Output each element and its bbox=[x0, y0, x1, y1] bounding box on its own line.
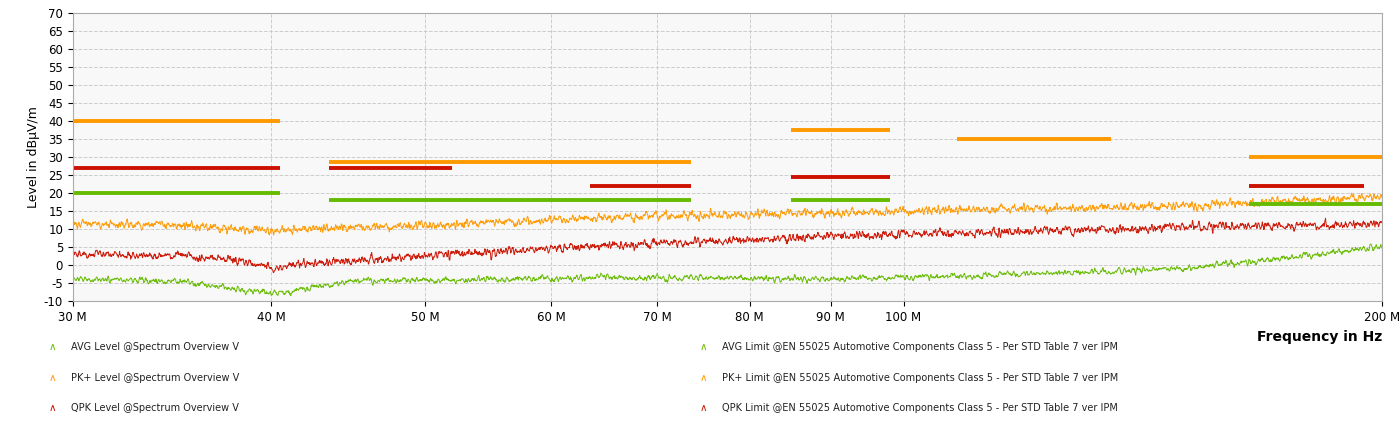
Text: Frequency in Hz: Frequency in Hz bbox=[1257, 330, 1382, 344]
Text: ∧: ∧ bbox=[49, 342, 56, 352]
Text: QPK Level @Spectrum Overview V: QPK Level @Spectrum Overview V bbox=[71, 403, 239, 413]
Text: PK+ Level @Spectrum Overview V: PK+ Level @Spectrum Overview V bbox=[71, 373, 239, 383]
Text: ∧: ∧ bbox=[49, 373, 56, 383]
Text: AVG Level @Spectrum Overview V: AVG Level @Spectrum Overview V bbox=[71, 342, 239, 352]
Text: ∧: ∧ bbox=[49, 403, 56, 413]
Text: ∧: ∧ bbox=[700, 403, 707, 413]
Text: AVG Limit @EN 55025 Automotive Components Class 5 - Per STD Table 7 ver IPM: AVG Limit @EN 55025 Automotive Component… bbox=[722, 342, 1119, 352]
Text: QPK Limit @EN 55025 Automotive Components Class 5 - Per STD Table 7 ver IPM: QPK Limit @EN 55025 Automotive Component… bbox=[722, 403, 1119, 413]
Y-axis label: Level in dBµV/m: Level in dBµV/m bbox=[27, 106, 39, 208]
Text: ∧: ∧ bbox=[700, 373, 707, 383]
Text: PK+ Limit @EN 55025 Automotive Components Class 5 - Per STD Table 7 ver IPM: PK+ Limit @EN 55025 Automotive Component… bbox=[722, 373, 1119, 383]
Text: ∧: ∧ bbox=[700, 342, 707, 352]
